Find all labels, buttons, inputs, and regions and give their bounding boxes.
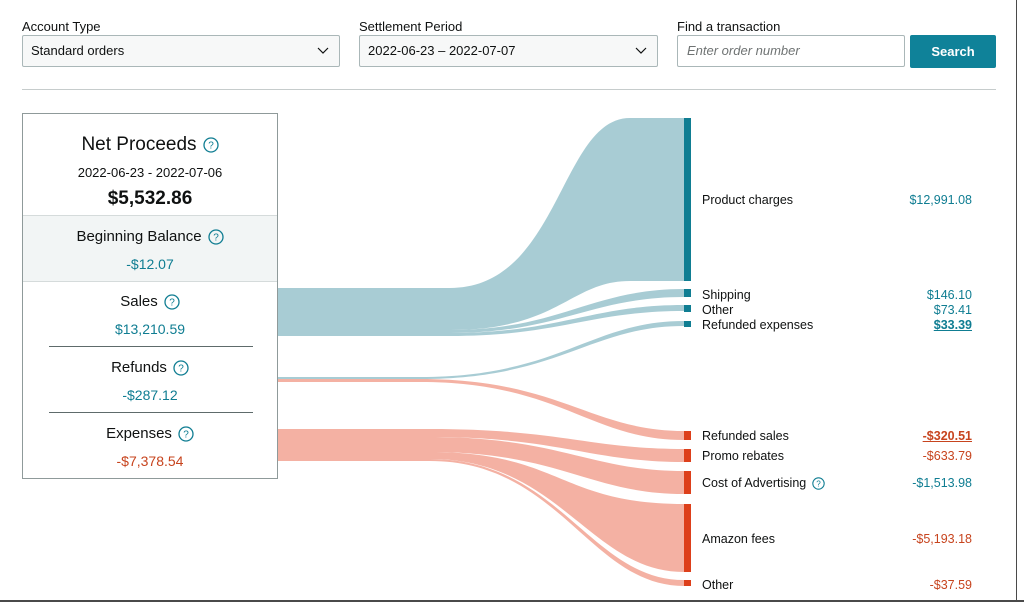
breakdown-amount-other-positive: $73.41 (933, 303, 972, 317)
expenses-heading: Expenses ? (106, 425, 194, 442)
net-proceeds-title: Net Proceeds (81, 134, 197, 155)
account-type-select[interactable]: Standard orders (22, 35, 340, 67)
chevron-down-icon (317, 47, 329, 54)
expenses-amount: -$7,378.54 (116, 453, 184, 469)
positive-bars (684, 118, 691, 327)
breakdown-label-refunded-expenses: Refunded expenses (702, 318, 814, 332)
svg-text:?: ? (169, 297, 175, 308)
breakdown-amount-refunded-expenses[interactable]: $33.39 (933, 318, 972, 332)
account-type-label: Account Type (22, 19, 101, 34)
help-icon[interactable]: ? (812, 476, 825, 490)
breakdown-amount-shipping: $146.10 (926, 288, 972, 302)
order-number-input[interactable]: Enter order number (677, 35, 905, 67)
account-type-group: Account Type (22, 18, 101, 35)
filter-bar: Account Type Standard orders Settlement … (22, 18, 996, 70)
breakdown-amount-cost-of-advertising: -$1,513.98 (912, 476, 972, 490)
negative-bars (684, 431, 691, 586)
svg-text:?: ? (183, 429, 189, 440)
refunds-amount: -$287.12 (122, 387, 178, 403)
net-proceeds-date-range: 2022-06-23 - 2022-07-06 (77, 165, 223, 180)
sales-amount: $13,210.59 (114, 321, 186, 337)
breakdown-amount-other-negative: -$37.59 (929, 578, 972, 592)
breakdown-amount-amazon-fees: -$5,193.18 (912, 532, 972, 546)
svg-text:?: ? (178, 363, 184, 374)
window-edge (0, 600, 1024, 602)
help-icon[interactable]: ? (207, 228, 224, 245)
expenses-title: Expenses (106, 425, 172, 442)
find-transaction-group: Find a transaction (677, 18, 780, 35)
breakdown-label-other-positive: Other (702, 303, 734, 317)
negative-flows (278, 379, 684, 586)
breakdown-label-amazon-fees: Amazon fees (702, 532, 775, 546)
bar-cost-of-advertising (684, 471, 691, 494)
settlement-period-select[interactable]: 2022-06-23 – 2022-07-07 (359, 35, 658, 67)
breakdown-amount-refunded-sales[interactable]: -$320.51 (922, 429, 972, 443)
flow-product-charges (278, 118, 684, 330)
flow-other-negative (278, 459, 684, 586)
breakdown-label-product-charges: Product charges (702, 193, 794, 207)
positive-flows (278, 118, 684, 379)
flow-shipping (278, 289, 684, 333)
net-proceeds-amount: $5,532.86 (107, 188, 193, 209)
flow-refunded-expenses (278, 321, 684, 379)
beginning-balance-amount: -$12.07 (126, 256, 174, 272)
bar-promo-rebates (684, 449, 691, 462)
bar-other-positive (684, 305, 691, 312)
expenses-section: Expenses ? -$7,378.54 (23, 425, 277, 469)
bar-amazon-fees (684, 504, 691, 572)
help-icon[interactable]: ? (202, 137, 219, 153)
settlement-period-label: Settlement Period (359, 19, 463, 34)
net-proceeds-heading: Net Proceeds ? (81, 134, 219, 156)
bar-product-charges (684, 118, 691, 281)
card-divider (23, 215, 277, 216)
svg-text:?: ? (816, 479, 821, 488)
help-icon[interactable]: ? (178, 425, 194, 442)
breakdown-label-promo-rebates: Promo rebates (702, 449, 784, 463)
beginning-balance-heading: Beginning Balance ? (76, 228, 224, 245)
chevron-down-icon (635, 47, 647, 54)
section-divider (22, 89, 996, 90)
section-separator (49, 346, 253, 347)
settlement-period-group: Settlement Period (359, 18, 462, 35)
bar-other-negative (684, 580, 691, 586)
sales-section: Sales ? $13,210.59 (23, 293, 277, 337)
help-icon[interactable]: ? (164, 293, 180, 310)
settlement-period-value: 2022-06-23 – 2022-07-07 (368, 43, 516, 58)
summary-card: Net Proceeds ? 2022-06-23 - 2022-07-06 $… (22, 113, 278, 479)
card-divider (23, 281, 277, 282)
svg-text:?: ? (208, 141, 214, 152)
breakdown-item-cost-of-advertising: Cost of Advertising ? (702, 475, 825, 491)
sales-title: Sales (120, 293, 158, 310)
bar-refunded-expenses (684, 321, 691, 327)
breakdown-label-refunded-sales: Refunded sales (702, 429, 789, 443)
sales-heading: Sales ? (120, 293, 180, 310)
bar-shipping (684, 289, 691, 297)
bar-refunded-sales (684, 431, 691, 440)
flow-cost-of-advertising (278, 437, 684, 494)
flow-other-positive (278, 305, 684, 336)
beginning-balance-section: Beginning Balance ? -$12.07 (23, 216, 277, 281)
breakdown-amount-promo-rebates: -$633.79 (922, 449, 972, 463)
breakdown-label-cost-of-advertising: Cost of Advertising (702, 476, 807, 490)
svg-text:?: ? (213, 232, 219, 243)
help-icon[interactable]: ? (173, 359, 189, 376)
breakdown-label-other-negative: Other (702, 578, 734, 592)
flow-promo-rebates (278, 429, 684, 462)
find-transaction-label: Find a transaction (677, 19, 781, 34)
net-proceeds-section: Net Proceeds ? 2022-06-23 - 2022-07-06 $… (23, 134, 277, 210)
section-separator (49, 412, 253, 413)
flow-amazon-fees (278, 452, 684, 572)
window-edge (1016, 0, 1017, 602)
order-number-placeholder: Enter order number (687, 43, 800, 58)
refunds-title: Refunds (111, 359, 167, 376)
beginning-balance-title: Beginning Balance (76, 228, 202, 245)
refunds-heading: Refunds ? (111, 359, 189, 376)
breakdown-label-shipping: Shipping (702, 288, 751, 302)
breakdown-amount-product-charges: $12,991.08 (909, 193, 972, 207)
search-button[interactable]: Search (910, 35, 996, 68)
flow-refunded-sales (278, 379, 684, 440)
account-type-value: Standard orders (31, 43, 125, 58)
refunds-section: Refunds ? -$287.12 (23, 359, 277, 403)
